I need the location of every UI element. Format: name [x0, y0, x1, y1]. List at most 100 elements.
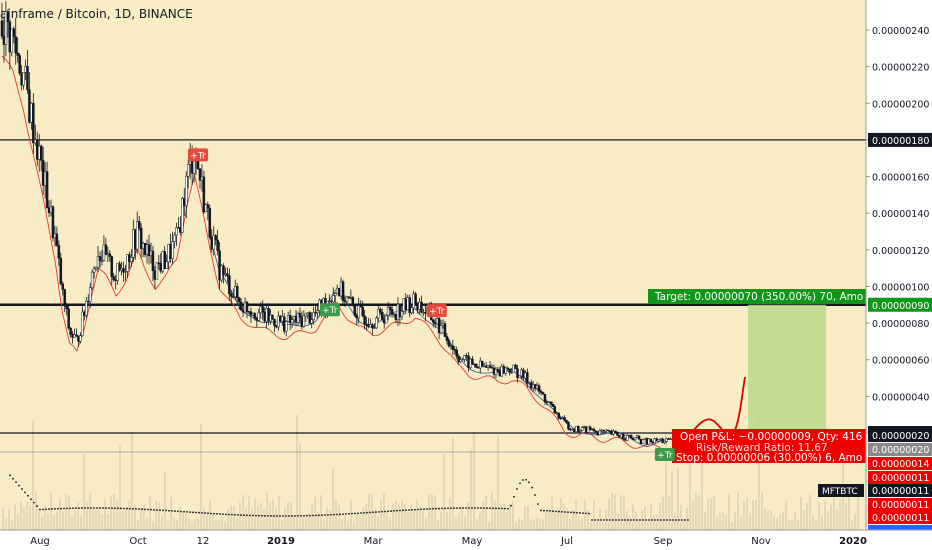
candle-body — [106, 253, 110, 255]
volume-bar — [50, 492, 52, 530]
candle-body — [459, 359, 462, 362]
volume-bar — [260, 502, 262, 530]
oscillator-dot — [309, 514, 311, 517]
target-text: Target: 0.00000070 (350.00%) 70, Amo — [654, 291, 863, 303]
candle-body — [647, 438, 651, 445]
candle-body — [75, 334, 78, 337]
pnl-label: Open P&L: −0.00000009, Qty: 416Risk/Rewa… — [672, 429, 866, 464]
volume-bar — [791, 519, 793, 530]
volume-bar — [290, 501, 292, 530]
volume-bar — [512, 501, 514, 530]
oscillator-dot — [591, 519, 593, 521]
candle-body — [418, 301, 421, 310]
volume-bar — [470, 449, 472, 530]
volume-bar — [158, 502, 160, 530]
price-tag — [868, 511, 932, 524]
oscillator-dot — [39, 508, 41, 511]
volume-bar — [122, 511, 124, 530]
volume-bar — [782, 511, 784, 530]
volume-bar — [545, 512, 547, 530]
volume-bar — [185, 513, 187, 530]
volume-bar — [98, 508, 100, 530]
candle-body — [239, 301, 243, 311]
volume-bar — [758, 416, 760, 530]
volume-bar — [182, 511, 184, 530]
oscillator-dot — [78, 507, 80, 510]
candle-body — [506, 367, 509, 370]
candle-body — [251, 313, 255, 316]
candle-body — [281, 316, 284, 322]
oscillator-dot — [447, 507, 449, 510]
candle-body — [467, 355, 470, 368]
candle-body — [461, 359, 464, 361]
candle-body — [514, 364, 517, 369]
volume-bar — [479, 512, 481, 530]
oscillator-dot — [534, 494, 536, 496]
oscillator-dot — [462, 507, 464, 509]
price-tag-label: 0.00000020 — [872, 431, 929, 442]
candle-body — [269, 314, 272, 322]
candle-body — [420, 301, 423, 313]
volume-bar — [515, 521, 517, 530]
candle-body — [412, 293, 415, 309]
volume-bar — [374, 509, 376, 530]
candle-body — [137, 221, 141, 229]
volume-bar — [677, 467, 679, 530]
candle-body — [65, 305, 68, 310]
candle-body — [435, 317, 439, 325]
oscillator-dot — [87, 507, 89, 509]
oscillator-dot — [126, 507, 128, 510]
volume-bar — [23, 507, 25, 530]
oscillator-dot — [48, 508, 50, 510]
oscillator-dot — [669, 519, 671, 521]
volume-bar — [134, 504, 136, 530]
volume-bar — [5, 518, 7, 530]
candle-body — [235, 285, 239, 299]
volume-bar — [629, 516, 631, 530]
candle-body — [241, 309, 245, 313]
oscillator-dot — [456, 507, 458, 510]
candle-body — [102, 244, 106, 261]
oscillator-dot — [267, 514, 269, 517]
candle-body — [639, 438, 643, 444]
oscillator-dot — [438, 507, 440, 510]
oscillator-dot — [177, 510, 179, 513]
volume-bar — [683, 518, 685, 530]
volume-bar — [725, 514, 727, 530]
oscillator-dot — [510, 504, 512, 507]
oscillator-dot — [600, 519, 602, 521]
volume-bar — [77, 502, 79, 530]
candle-body — [494, 368, 498, 375]
candle-body — [539, 391, 543, 393]
candle-body — [516, 368, 519, 379]
candle-body — [443, 323, 447, 337]
candle-body — [110, 256, 114, 277]
candle-body — [124, 271, 127, 273]
volume-bar — [818, 502, 820, 530]
candle-body — [469, 358, 472, 368]
oscillator-dot — [360, 512, 362, 514]
volume-bar — [593, 500, 595, 530]
volume-bar — [644, 506, 646, 530]
candle-body — [379, 309, 382, 313]
oscillator-dot — [210, 512, 212, 515]
volume-bar — [230, 505, 232, 530]
oscillator-dot — [144, 508, 146, 511]
candle-body — [275, 325, 278, 328]
oscillator-dot — [345, 513, 347, 515]
y-axis: 0.00000240 0.00000220 0.00000200 0.00000180… — [818, 0, 932, 530]
volume-bar — [575, 498, 577, 530]
chart-title: ainframe / Bitcoin, 1D, BINANCE — [0, 7, 193, 21]
volume-bar — [11, 519, 13, 530]
volume-bar — [101, 514, 103, 530]
oscillator-dot — [216, 512, 218, 515]
candle-body — [314, 312, 317, 314]
candle-body — [81, 311, 84, 337]
volume-bar — [518, 518, 520, 530]
volume-bar — [473, 431, 475, 530]
oscillator-dot — [9, 474, 11, 477]
oscillator-dot — [111, 507, 113, 510]
volume-bar — [353, 521, 355, 530]
candle-body — [85, 300, 88, 316]
